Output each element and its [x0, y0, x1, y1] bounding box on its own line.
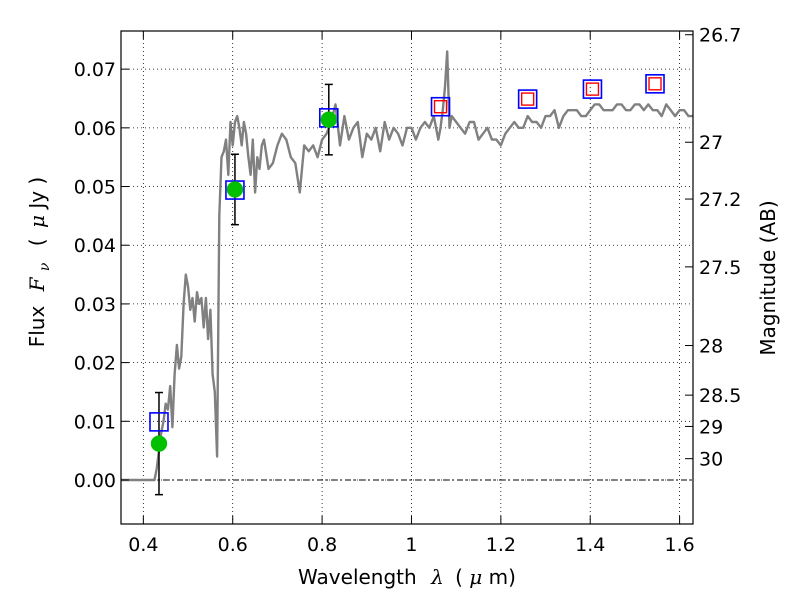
magnitude-tick-label: 26.7: [699, 25, 741, 47]
x-tick-label: 0.6: [218, 534, 248, 556]
x-tick-label: 1: [405, 534, 417, 556]
model-square-red: [433, 100, 448, 114]
y-axis-label-text: Flux: [25, 306, 49, 348]
model-square-blue: [225, 180, 245, 200]
x-axis-label: Wavelength λ ( μ m): [298, 565, 516, 589]
x-axis: 0.4 0.6 0.8 1 1.2 1.4 1.6: [128, 31, 695, 556]
model-square-blue: [430, 96, 451, 117]
observed-point: [226, 181, 244, 198]
magnitude-tick-label: 28: [699, 336, 723, 358]
x-tick-label: 0.8: [307, 534, 337, 556]
model-spectrum-line: [121, 50, 693, 482]
magnitude-axis: 26.7 27 27.2 27.5 28 28.5 29 30: [685, 25, 741, 471]
model-square-red: [520, 92, 535, 106]
x-axis-label-unit-open: (: [455, 565, 463, 589]
x-axis-label-symbol: λ: [430, 565, 444, 589]
y-axis-label-symbol: F: [25, 276, 49, 292]
magnitude-tick-label: 27.5: [699, 257, 741, 279]
y-tick-label: 0.05: [74, 177, 116, 199]
y-tick-label: 0.04: [74, 235, 116, 257]
points-layer: [149, 74, 665, 496]
magnitude-axis-label: Magnitude (AB): [756, 200, 780, 355]
observed-point: [320, 111, 338, 128]
plot-frame: [120, 30, 694, 525]
x-axis-label-unit-mu: μ: [469, 565, 482, 589]
magnitude-tick-label: 27.2: [699, 189, 741, 211]
model-square-red: [585, 82, 600, 96]
y-axis-label-unit-open: (: [25, 238, 49, 246]
model-square-blue: [517, 89, 538, 109]
magnitude-tick-label: 30: [699, 449, 723, 471]
y-tick-label: 0.00: [74, 470, 116, 492]
magnitude-tick-label: 29: [699, 416, 723, 438]
y-tick-label: 0.01: [74, 411, 116, 433]
x-tick-label: 1.6: [664, 534, 694, 556]
model-square-red: [648, 77, 662, 91]
magnitude-tick-label: 27: [699, 132, 723, 154]
y-tick-label: 0.02: [74, 353, 116, 375]
magnitude-tick-label: 28.5: [699, 385, 741, 407]
y-axis-label-unit-mu: μ: [25, 215, 49, 228]
x-tick-label: 1.4: [575, 534, 605, 556]
y-tick-label: 0.03: [74, 294, 116, 316]
y-axis-label-subscript: ν: [37, 262, 53, 271]
plot-background: [121, 31, 693, 524]
model-square-blue: [582, 79, 603, 99]
x-tick-label: 1.2: [486, 534, 516, 556]
observed-point: [150, 435, 168, 452]
x-axis-label-text: Wavelength: [298, 565, 417, 589]
y-axis-label-unit-rest: Jy ): [25, 177, 49, 211]
spectrum-layer: [121, 50, 693, 482]
model-square-blue: [645, 74, 665, 94]
y-axis: 0.00 0.01 0.02 0.03 0.04 0.05 0.06 0.07: [74, 59, 129, 492]
x-axis-label-unit-rest: m): [489, 565, 516, 589]
model-square-blue: [149, 412, 169, 432]
x-tick-label: 0.4: [128, 534, 158, 556]
y-tick-label: 0.07: [74, 59, 116, 81]
y-axis-label: Flux F ν ( μ Jy ): [25, 177, 54, 348]
y-tick-label: 0.06: [74, 118, 116, 140]
